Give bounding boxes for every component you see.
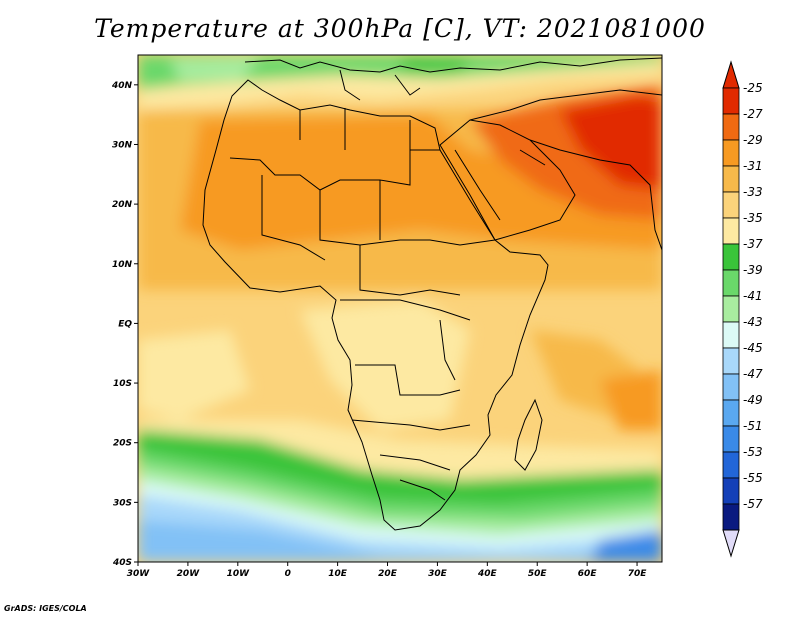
colorbar-label: -55 [743, 471, 763, 485]
colorbar-label: -51 [743, 419, 763, 433]
x-tick-label: 50E [528, 569, 548, 579]
colorbar-label: -45 [743, 341, 763, 355]
colorbar-label: -57 [743, 497, 763, 511]
colorbar-label: -27 [743, 107, 763, 121]
x-tick-label: 20E [378, 569, 398, 579]
x-tick-label: 40E [477, 569, 498, 579]
y-tick-label: 40N [111, 81, 133, 91]
y-tick-label: EQ [118, 319, 132, 329]
colorbar-label: -29 [743, 133, 763, 147]
y-tick-label: 20S [113, 439, 132, 449]
colorbar-label: -47 [743, 367, 763, 381]
map-title: Temperature at 300hPa [C], VT: 202108100… [94, 14, 706, 43]
colorbar-swatch [722, 425, 740, 453]
africa-coastline [202, 79, 549, 531]
colorbar-swatch [722, 373, 740, 401]
x-tick-label: 30W [127, 569, 151, 579]
temperature-field [138, 55, 662, 562]
y-tick-label: 30N [112, 140, 133, 150]
x-tick-label: 70E [628, 569, 648, 579]
map-frame [137, 54, 663, 563]
colorbar-swatch [722, 243, 740, 271]
colorbar-swatch [722, 113, 740, 141]
x-tick-label: 0 [285, 569, 291, 579]
colorbar-label: -49 [743, 393, 763, 407]
x-tick-label: 60E [578, 569, 598, 579]
colorbar-swatch [722, 347, 740, 375]
colorbar-swatch [722, 269, 740, 297]
colorbar-label: -43 [743, 315, 763, 329]
x-tick-label: 10W [227, 569, 251, 579]
colorbar-top-arrow [722, 60, 740, 89]
colorbar-swatch [722, 217, 740, 245]
colorbar-swatch [722, 139, 740, 167]
axis-ticks: 30W 20W 10W 0 10E 20E 30E 40E 50E 60E 70E 40N 30N 20N… [111, 81, 647, 579]
asia-coastline [529, 139, 662, 251]
colorbar-label: -39 [743, 263, 763, 277]
colorbar-swatch [722, 451, 740, 479]
colorbar-swatch [722, 477, 740, 505]
x-tick-label: 10E [328, 569, 348, 579]
y-tick-label: 10S [113, 379, 132, 389]
europe-coastline [244, 57, 662, 73]
colorbar-swatch [722, 503, 740, 531]
colorbar-label: -37 [743, 237, 763, 251]
y-tick-label: 10N [112, 260, 133, 270]
x-tick-label: 30E [428, 569, 448, 579]
colorbar-label: -33 [743, 185, 763, 199]
y-tick-label: 30S [113, 498, 132, 508]
arabia-coastline [439, 119, 576, 241]
colorbar-swatch [722, 399, 740, 427]
colorbar-bottom-arrow [722, 529, 740, 558]
colorbar-label: -31 [743, 159, 763, 173]
colorbar-swatch [722, 87, 740, 115]
colorbar-swatch [722, 191, 740, 219]
madagascar-coastline [514, 398, 543, 471]
colorbar-swatch [722, 165, 740, 193]
colorbar-label: -41 [743, 289, 763, 303]
colorbar-label: -35 [743, 211, 763, 225]
y-tick-label: 20N [112, 200, 133, 210]
colorbar-label: -25 [743, 81, 763, 95]
coastlines [202, 57, 662, 531]
y-tick-label: 40S [112, 558, 132, 568]
colorbar-label: -53 [743, 445, 763, 459]
credit-label: GrADS: IGES/COLA [4, 604, 87, 613]
colorbar-swatch [722, 295, 740, 323]
x-tick-label: 20W [177, 569, 201, 579]
colorbar-swatch [722, 321, 740, 349]
colorbar: -25 -27 -29 -31 -33 -35 -37 -39 -41 -43 -45 -47 -49 -… [722, 60, 763, 558]
